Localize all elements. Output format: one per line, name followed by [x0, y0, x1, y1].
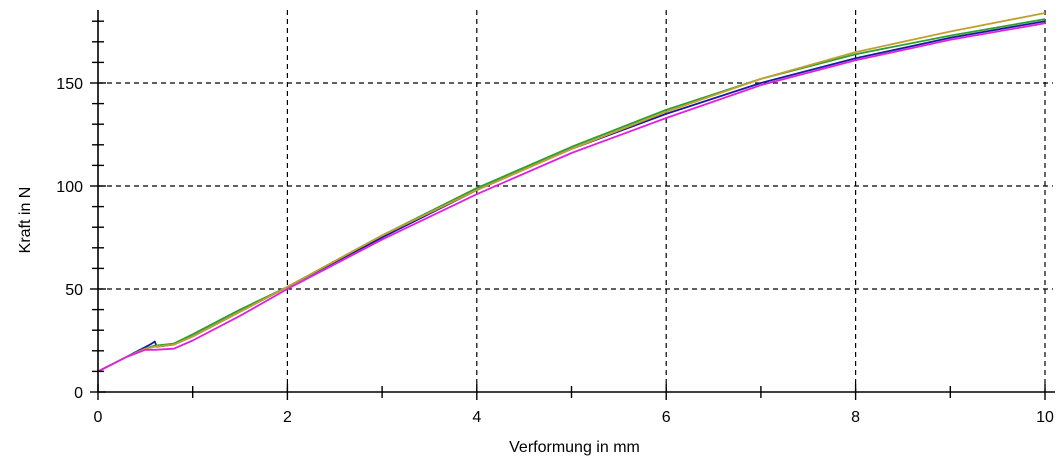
series-lines — [97, 12, 1046, 373]
axes — [90, 10, 1055, 400]
series-line-1 — [97, 20, 1046, 373]
x-tick-label: 0 — [94, 409, 103, 426]
series-line-3 — [97, 12, 1046, 373]
y-tick-label: 100 — [56, 179, 83, 196]
x-tick-label: 6 — [662, 409, 671, 426]
series-line-4 — [97, 22, 1046, 373]
y-axis-title: Kraft in N — [17, 187, 34, 254]
x-axis-title: Verformung in mm — [509, 439, 640, 456]
series-line-2 — [97, 18, 1046, 373]
x-tick-label: 10 — [1036, 409, 1054, 426]
y-tick-label: 150 — [56, 76, 83, 93]
y-tick-label: 0 — [74, 385, 83, 402]
x-tick-label: 4 — [472, 409, 481, 426]
x-tick-label: 2 — [283, 409, 292, 426]
grid-lines — [98, 10, 1053, 392]
x-tick-label: 8 — [851, 409, 860, 426]
y-tick-label: 50 — [65, 282, 83, 299]
